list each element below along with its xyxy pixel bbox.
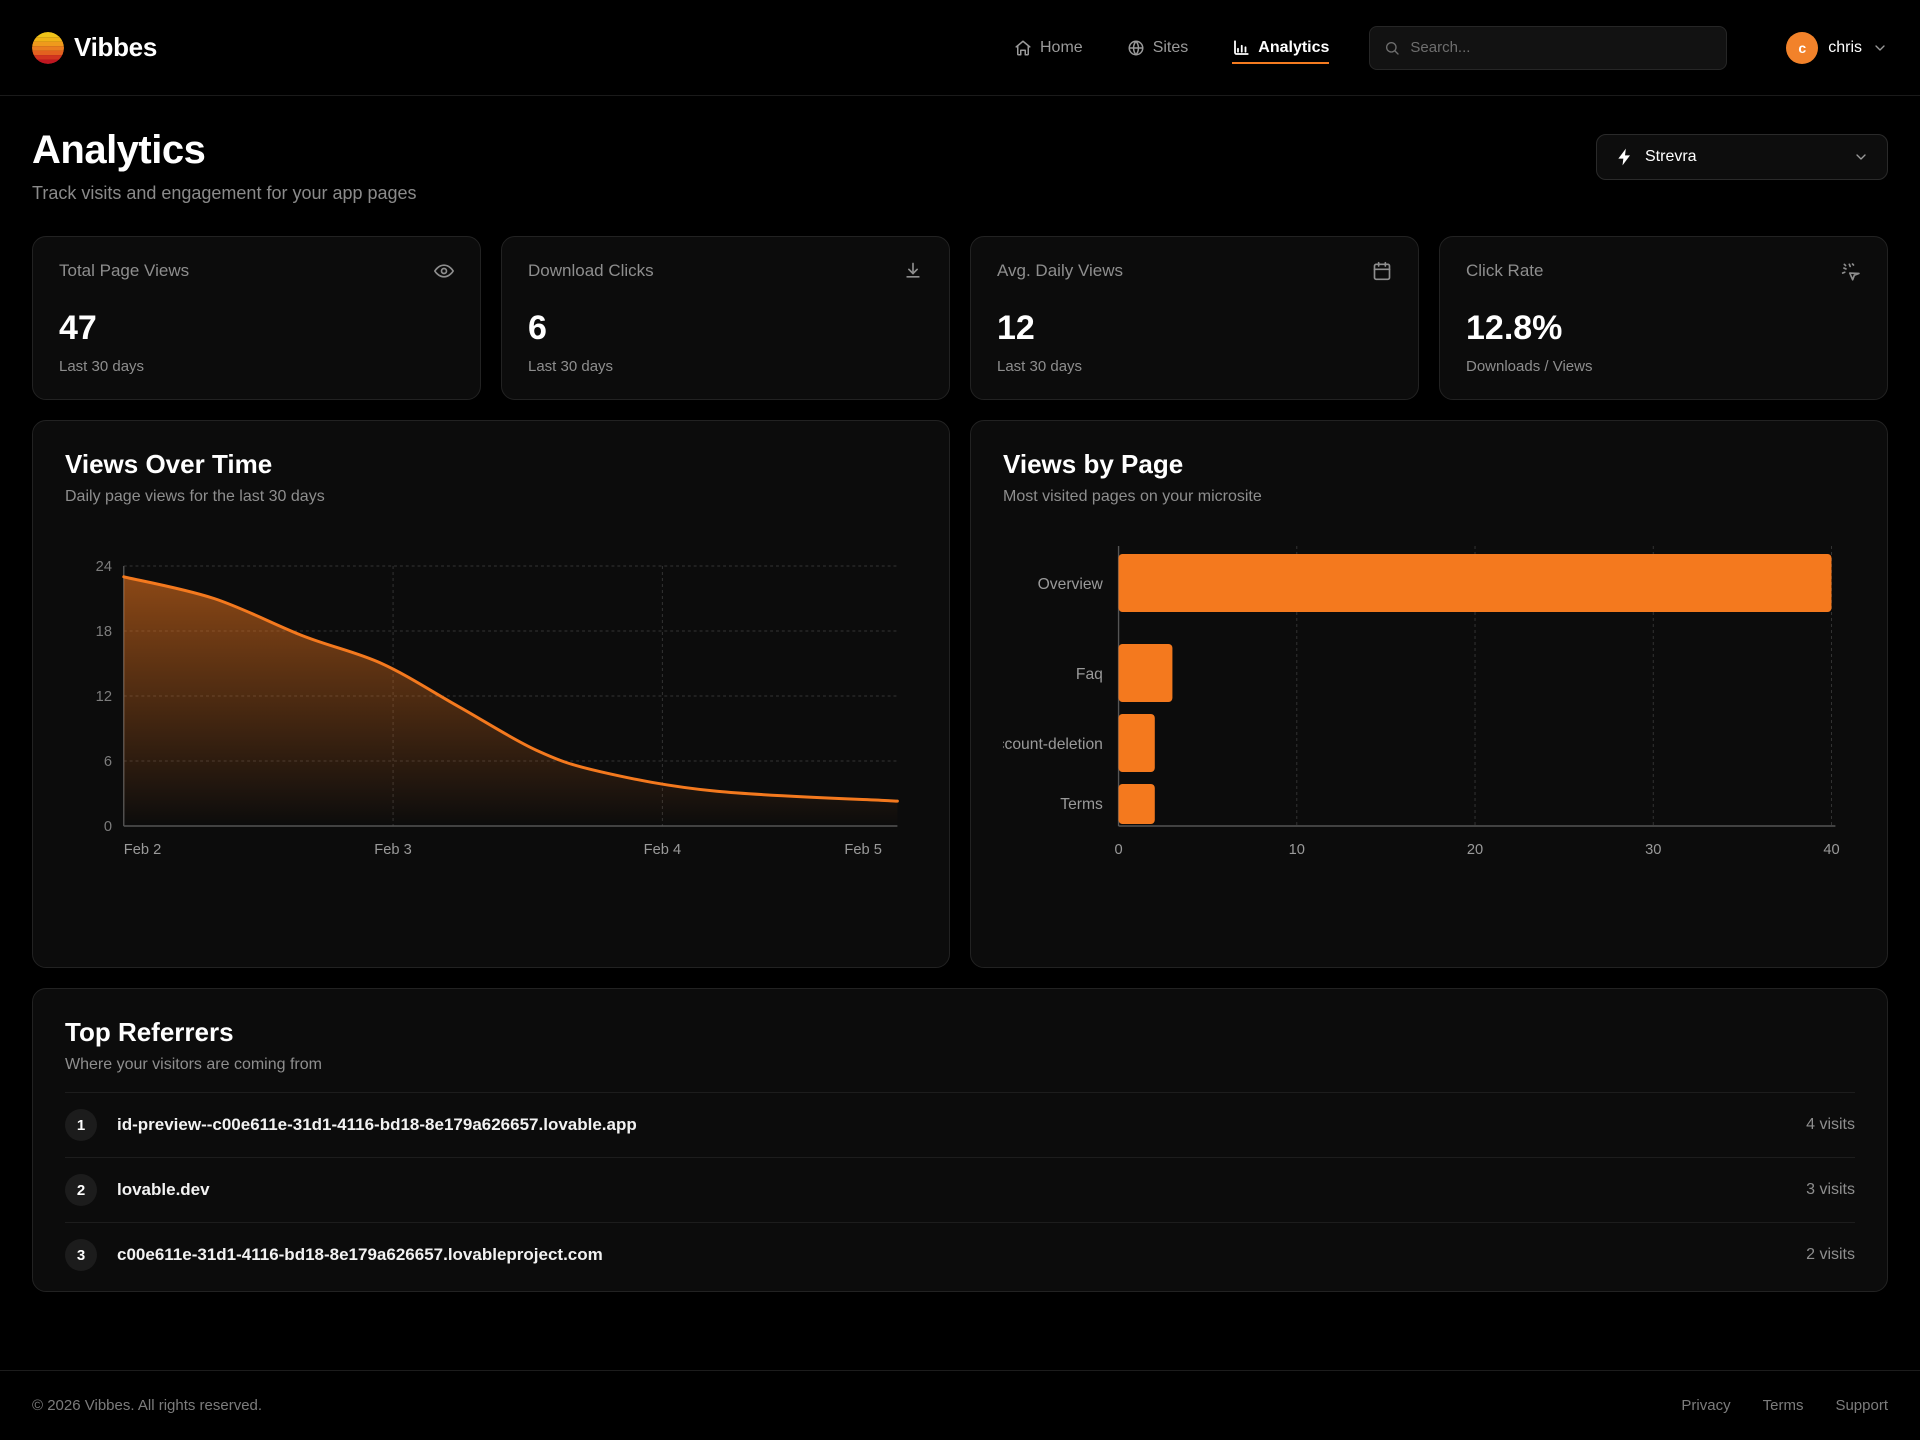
svg-text:Terms: Terms [1060, 796, 1103, 813]
svg-text:Faq: Faq [1076, 666, 1103, 683]
svg-text:20: 20 [1467, 842, 1483, 858]
svg-text:Feb 2: Feb 2 [124, 842, 162, 858]
svg-text:40: 40 [1823, 842, 1839, 858]
svg-text:Account-deletion: Account-deletion [1003, 736, 1103, 753]
svg-text:Overview: Overview [1038, 576, 1104, 593]
svg-text:18: 18 [96, 624, 112, 640]
svg-text:24: 24 [96, 559, 112, 575]
svg-text:Feb 5: Feb 5 [844, 842, 882, 858]
svg-text:0: 0 [104, 819, 112, 835]
svg-text:6: 6 [104, 754, 112, 770]
svg-text:Feb 4: Feb 4 [644, 842, 682, 858]
svg-text:0: 0 [1114, 842, 1122, 858]
svg-text:12: 12 [96, 689, 112, 705]
svg-text:10: 10 [1289, 842, 1305, 858]
svg-text:30: 30 [1645, 842, 1661, 858]
svg-text:Feb 3: Feb 3 [374, 842, 412, 858]
